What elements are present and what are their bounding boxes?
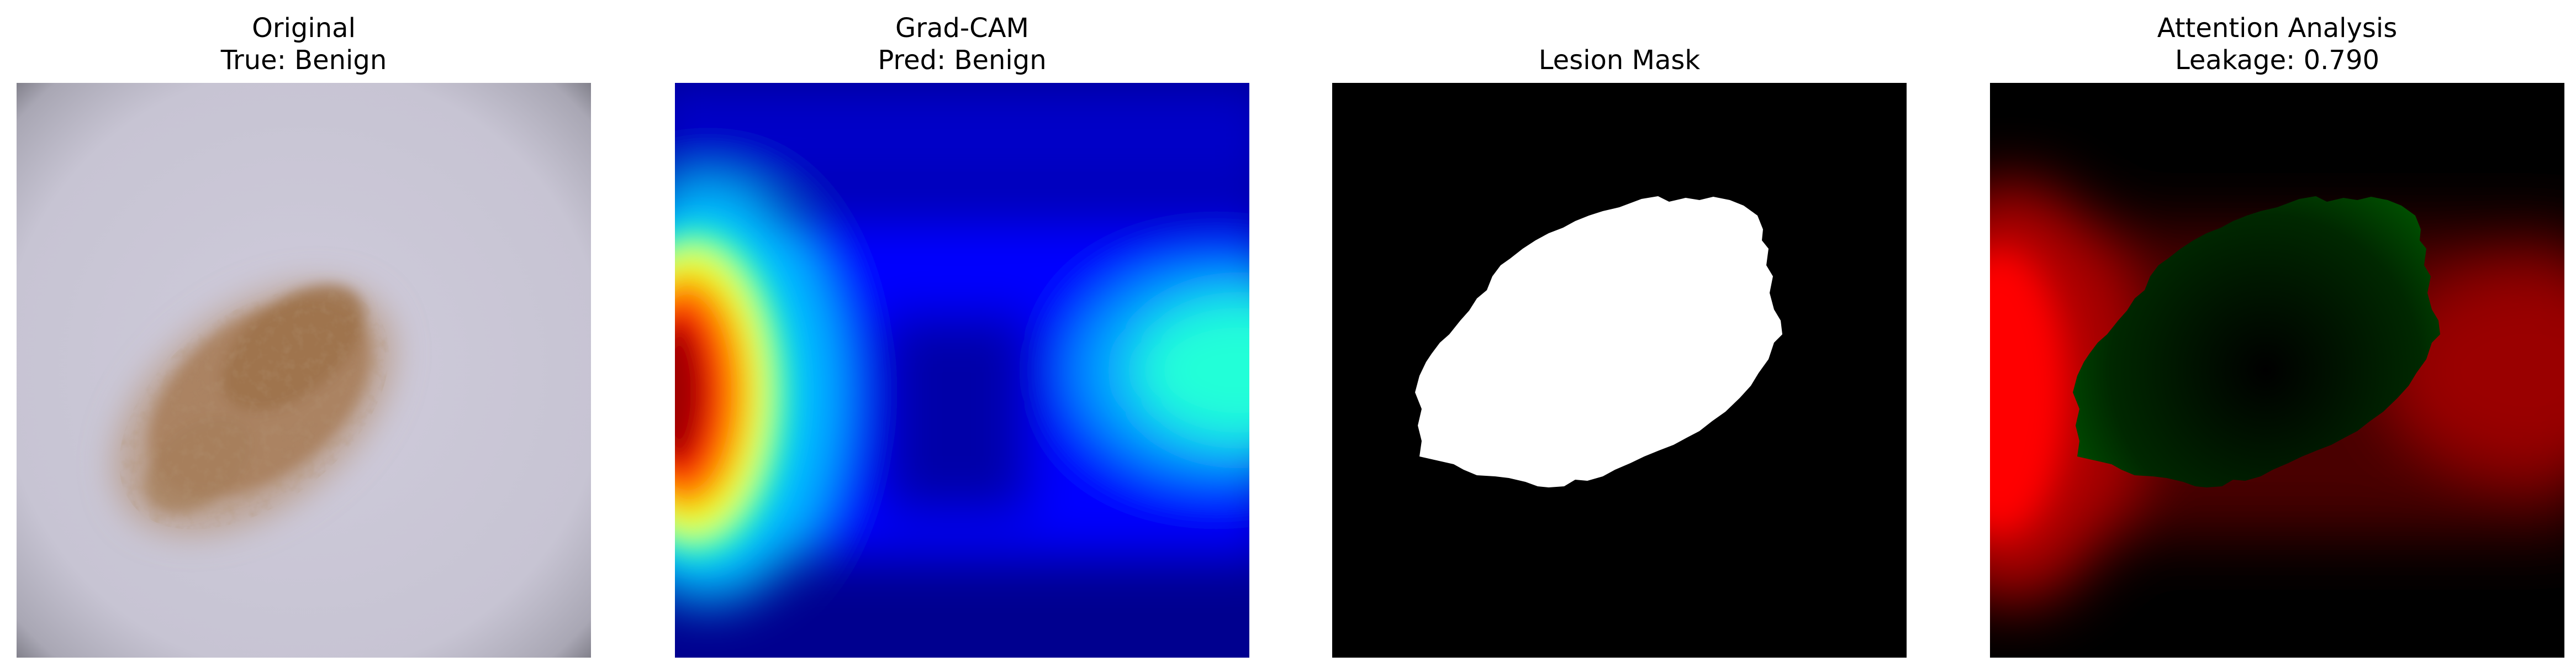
original-title-line1: Original [252, 13, 356, 44]
gradcam-heatmap-svg [675, 83, 1249, 658]
lesion-mask-title-line1: Lesion Mask [1538, 45, 1701, 76]
original-image [17, 83, 591, 658]
original-image-svg [17, 83, 591, 658]
gradcam-title-line2: Pred: Benign [878, 45, 1047, 76]
attention-title: Attention Analysis Leakage: 0.790 [1990, 12, 2564, 76]
original-title-line2: True: Benign [220, 45, 387, 76]
mask-region [1415, 196, 1782, 487]
gradcam-title: Grad-CAM Pred: Benign [675, 12, 1249, 76]
gradcam-heatmap [675, 83, 1249, 658]
attention-title-line1: Attention Analysis [2157, 13, 2398, 44]
lesion-mask-title: Lesion Mask [1332, 44, 1907, 76]
original-title: Original True: Benign [17, 12, 591, 76]
lesion-mask [1332, 83, 1907, 658]
attention-analysis [1990, 83, 2564, 658]
attention-analysis-svg [1990, 83, 2564, 658]
attention-title-line2: Leakage: 0.790 [2174, 45, 2380, 76]
lesion-mask-svg [1332, 83, 1907, 658]
gradcam-title-line1: Grad-CAM [895, 13, 1029, 44]
